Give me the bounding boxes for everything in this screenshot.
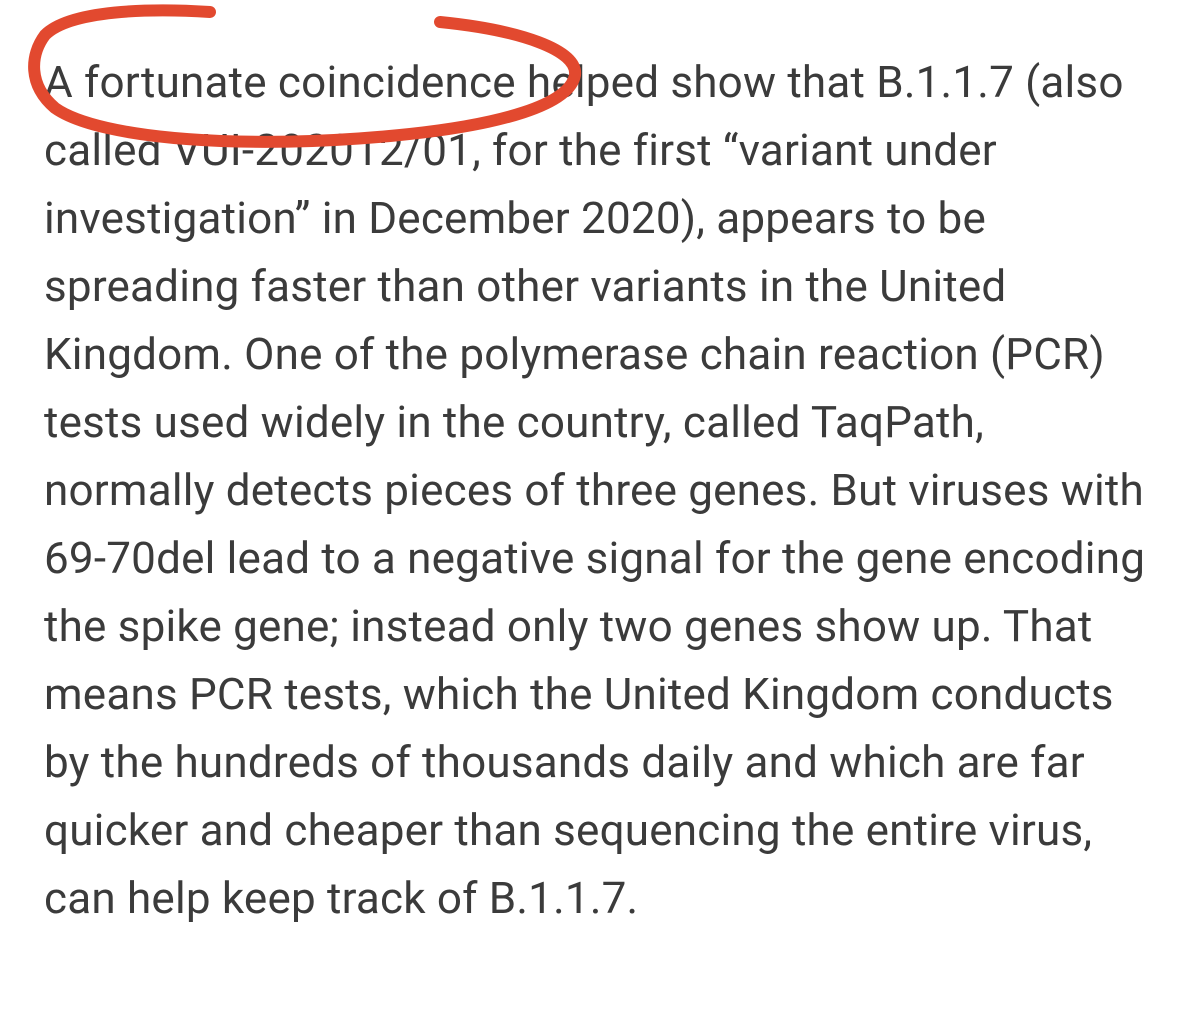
article-content: A fortunate coincidence helped show that… <box>44 48 1154 932</box>
article-paragraph: A fortunate coincidence helped show that… <box>44 48 1154 932</box>
